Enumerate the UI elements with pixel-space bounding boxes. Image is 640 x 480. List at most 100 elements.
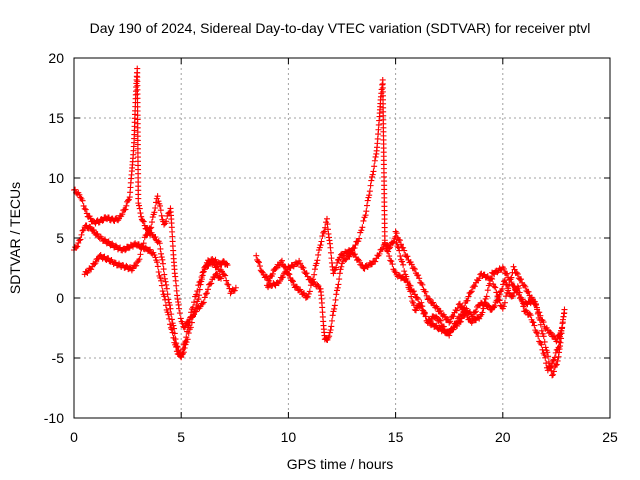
- data-point: [152, 205, 159, 212]
- data-point: [419, 307, 426, 314]
- data-point: [193, 308, 200, 315]
- data-point: [529, 318, 536, 325]
- chart-title: Day 190 of 2024, Sidereal Day-to-day VTE…: [90, 20, 591, 36]
- data-point: [491, 271, 498, 278]
- data-point: [253, 252, 260, 259]
- y-tick-label: -10: [44, 410, 64, 426]
- data-point: [143, 232, 150, 239]
- data-point: [554, 357, 561, 364]
- data-point: [372, 153, 379, 160]
- data-point: [225, 281, 232, 288]
- data-point: [411, 266, 418, 273]
- data-point: [195, 282, 202, 289]
- data-point: [551, 333, 558, 340]
- data-point: [112, 242, 119, 249]
- data-point: [176, 305, 183, 312]
- data-point: [557, 331, 564, 338]
- data-point: [303, 270, 310, 277]
- data-point: [287, 265, 294, 272]
- data-point: [456, 300, 463, 307]
- data-point: [515, 291, 522, 298]
- data-point: [184, 319, 191, 326]
- data-point: [522, 283, 529, 290]
- data-point: [189, 312, 196, 319]
- data-point: [381, 239, 388, 246]
- data-point: [492, 284, 499, 291]
- data-point: [265, 277, 272, 284]
- data-point: [446, 319, 453, 326]
- data-point: [548, 329, 555, 336]
- data-point: [182, 338, 189, 345]
- x-tick-label: 0: [70, 429, 78, 445]
- data-point: [544, 349, 551, 356]
- data-point: [88, 266, 95, 273]
- data-point: [446, 332, 453, 339]
- data-point: [336, 276, 343, 283]
- data-point: [125, 197, 132, 204]
- data-point: [330, 270, 337, 277]
- data-point: [283, 269, 290, 276]
- data-point: [540, 319, 547, 326]
- data-point: [157, 274, 164, 281]
- data-point: [199, 300, 206, 307]
- data-point: [289, 277, 296, 284]
- data-point: [269, 270, 276, 277]
- data-point: [362, 212, 369, 219]
- data-point: [256, 263, 263, 270]
- data-point: [471, 283, 478, 290]
- data-point: [169, 329, 176, 336]
- data-point: [399, 258, 406, 265]
- data-point: [123, 262, 130, 269]
- data-point: [465, 293, 472, 300]
- plot-frame: [73, 57, 611, 419]
- data-point: [79, 227, 86, 234]
- data-point: [289, 278, 296, 285]
- data-point: [221, 271, 228, 278]
- data-point: [505, 287, 512, 294]
- data-point: [167, 305, 174, 312]
- data-point: [321, 228, 328, 235]
- data-point: [460, 305, 467, 312]
- data-point: [488, 275, 495, 282]
- data-point: [304, 273, 311, 280]
- data-point: [205, 286, 211, 293]
- data-point: [332, 296, 339, 303]
- data-point: [167, 321, 174, 328]
- data-point: [99, 217, 106, 224]
- data-point: [437, 317, 444, 324]
- data-point: [558, 330, 565, 337]
- data-point: [170, 334, 177, 341]
- data-point: [105, 255, 112, 262]
- data-point: [92, 260, 99, 267]
- data-point: [464, 297, 471, 304]
- data-point: [408, 293, 415, 300]
- data-point: [276, 278, 283, 285]
- data-point: [214, 263, 221, 270]
- data-point: [459, 303, 466, 310]
- data-point: [473, 308, 479, 315]
- x-tick-label: 10: [281, 429, 297, 445]
- data-point: [328, 323, 335, 330]
- data-point: [255, 258, 262, 265]
- data-point: [538, 327, 545, 334]
- data-point: [388, 258, 395, 265]
- data-point: [525, 288, 532, 295]
- data-point: [80, 202, 87, 209]
- data-point: [538, 341, 545, 348]
- data-point: [384, 247, 391, 254]
- data-point: [533, 304, 540, 311]
- data-point: [196, 292, 203, 299]
- data-point: [556, 339, 563, 346]
- data-point: [208, 280, 215, 287]
- data-point: [191, 299, 198, 306]
- data-point: [311, 266, 318, 273]
- data-point: [369, 171, 376, 178]
- data-point: [447, 318, 454, 325]
- data-point: [450, 324, 457, 331]
- data-point: [397, 241, 404, 248]
- data-point: [220, 258, 227, 265]
- data-point: [389, 261, 396, 268]
- data-point: [144, 231, 151, 238]
- data-point: [164, 309, 171, 316]
- data-point: [123, 202, 130, 209]
